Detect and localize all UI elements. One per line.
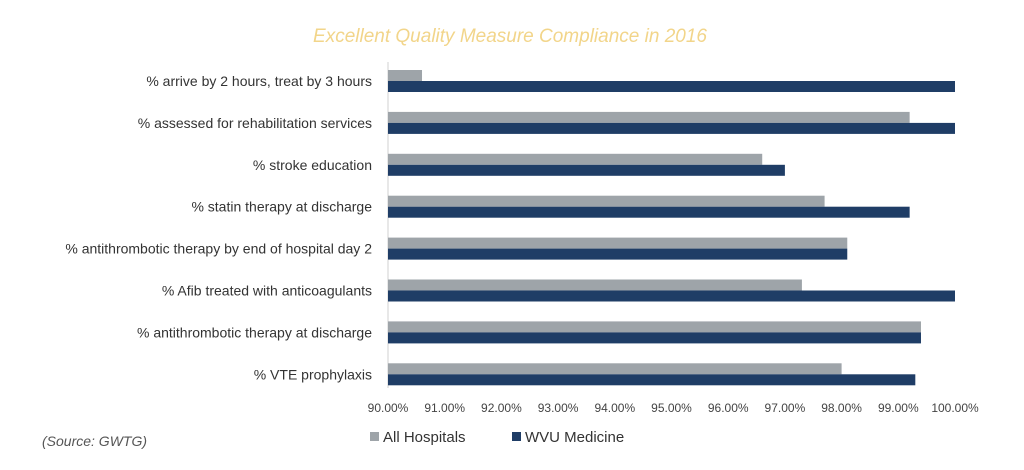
- legend: All Hospitals WVU Medicine: [370, 429, 624, 446]
- bar-all-hospitals: [388, 195, 825, 207]
- legend-label-all-hospitals: All Hospitals: [383, 429, 466, 446]
- bar-wvu-medicine: [388, 332, 921, 344]
- bar-all-hospitals: [388, 321, 921, 333]
- category-label: % assessed for rehabilitation services: [138, 115, 372, 131]
- x-tick-label: 93.00%: [538, 401, 579, 415]
- bar-all-hospitals: [388, 70, 423, 81]
- x-axis-ticks: 90.00% 91.00% 92.00% 93.00% 94.00% 95.00% 96.0…: [368, 401, 979, 415]
- legend-swatch-all-hospitals: [370, 432, 379, 441]
- bar-wvu-medicine: [388, 290, 955, 302]
- legend-swatch-wvu-medicine: [512, 432, 521, 441]
- category-label: % antithrombotic therapy at discharge: [137, 324, 372, 340]
- category-label: % statin therapy at discharge: [191, 199, 372, 215]
- bar-all-hospitals: [388, 153, 763, 165]
- source-note: (Source: GWTG): [42, 433, 147, 449]
- bars-group: [387, 62, 955, 388]
- x-tick-label: 100.00%: [931, 401, 979, 415]
- bar-wvu-medicine: [388, 374, 916, 386]
- category-label: % stroke education: [253, 157, 372, 173]
- x-tick-label: 96.00%: [708, 401, 749, 415]
- x-tick-label: 99.00%: [878, 401, 919, 415]
- x-tick-label: 95.00%: [651, 401, 692, 415]
- bar-all-hospitals: [388, 363, 842, 375]
- bar-all-hospitals: [388, 279, 802, 291]
- category-label: % Afib treated with anticoagulants: [162, 283, 372, 299]
- category-label: % VTE prophylaxis: [254, 366, 372, 382]
- chart-title: Excellent Quality Measure Compliance in …: [313, 26, 707, 47]
- category-label: % antithrombotic therapy by end of hospi…: [65, 241, 372, 257]
- x-tick-label: 94.00%: [594, 401, 635, 415]
- category-label: % arrive by 2 hours, treat by 3 hours: [146, 73, 372, 89]
- x-tick-label: 91.00%: [424, 401, 465, 415]
- bar-wvu-medicine: [388, 248, 848, 260]
- bar-wvu-medicine: [388, 164, 785, 176]
- bar-all-hospitals: [388, 111, 910, 123]
- category-labels: % arrive by 2 hours, treat by 3 hours % a…: [65, 73, 372, 382]
- legend-label-wvu-medicine: WVU Medicine: [525, 429, 624, 446]
- x-tick-label: 97.00%: [765, 401, 806, 415]
- bar-wvu-medicine: [388, 206, 910, 218]
- x-tick-label: 90.00%: [368, 401, 409, 415]
- bar-wvu-medicine: [388, 122, 955, 134]
- x-tick-label: 98.00%: [821, 401, 862, 415]
- bar-all-hospitals: [388, 237, 848, 249]
- x-tick-label: 92.00%: [481, 401, 522, 415]
- bar-wvu-medicine: [388, 81, 955, 92]
